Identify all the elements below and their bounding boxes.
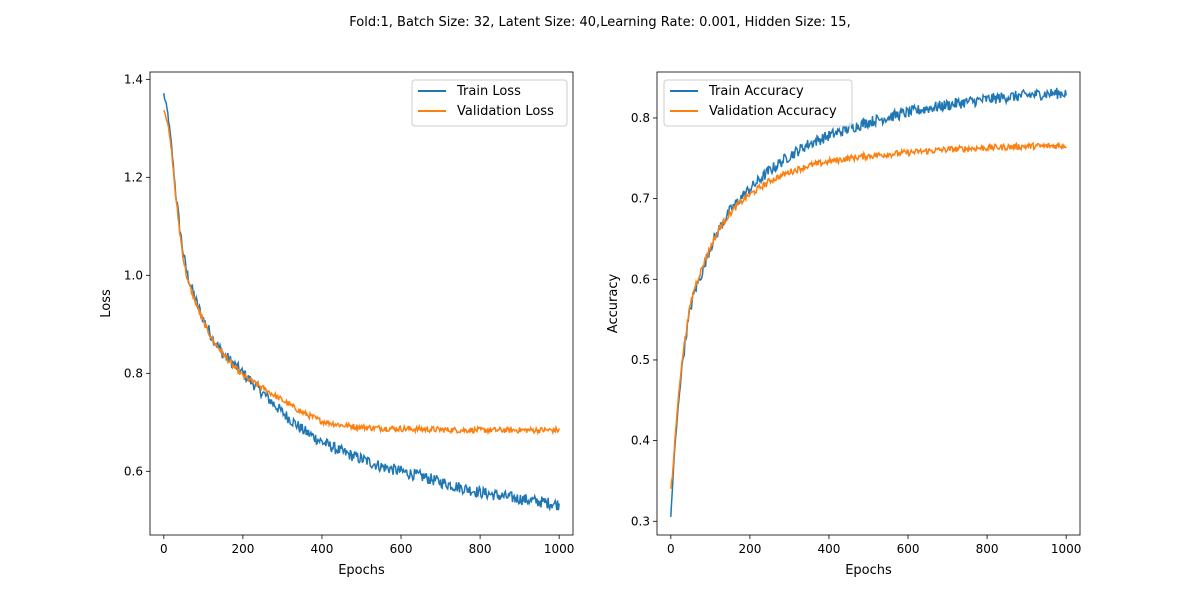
loss-x-tick-label: 800: [469, 542, 492, 556]
accuracy-y-tick-label: 0.5: [631, 353, 650, 367]
loss-x-tick-label: 400: [311, 542, 334, 556]
accuracy-legend-label: Validation Accuracy: [709, 104, 837, 119]
accuracy-x-tick-label: 0: [667, 542, 675, 556]
loss-y-axis-label: Loss: [99, 289, 114, 318]
loss-x-axis-label: Epochs: [338, 563, 385, 578]
accuracy-plot: 0 200 400 600 800 1000 0.3 0.4 0.5 0.6 0.7 0.8 Epoch…: [606, 71, 1082, 578]
accuracy-y-tick-label: 0.4: [631, 434, 650, 448]
loss-x-tick-label: 1000: [544, 542, 575, 556]
loss-plot: 0 200 400 600 800 1000 0.6 0.8 1.0 1.2 1.4 Epochs Lo…: [99, 71, 575, 578]
accuracy-series-validation-accuracy: [670, 141, 1067, 489]
accuracy-y-tick-label: 0.8: [631, 111, 650, 125]
loss-axes-frame: [149, 71, 574, 536]
accuracy-legend-label: Train Accuracy: [708, 84, 804, 99]
accuracy-axes-frame: [656, 71, 1081, 536]
accuracy-y-tick-label: 0.7: [631, 192, 650, 206]
loss-series-validation-loss: [163, 109, 560, 436]
accuracy-x-axis-label: Epochs: [845, 563, 892, 578]
loss-legend: Train Loss Validation Loss: [411, 79, 568, 127]
loss-legend-label: Validation Loss: [457, 104, 554, 119]
accuracy-y-axis-label: Accuracy: [606, 274, 621, 334]
accuracy-y-tick-label: 0.6: [631, 272, 650, 286]
loss-y-tick-label: 0.6: [124, 464, 143, 478]
accuracy-series-train-accuracy: [670, 87, 1067, 517]
accuracy-x-tick-label: 1000: [1051, 542, 1082, 556]
loss-legend-label: Train Loss: [456, 84, 521, 99]
accuracy-y-tick-label: 0.3: [631, 514, 650, 528]
loss-y-tick-label: 1.4: [124, 72, 143, 86]
accuracy-x-tick-label: 400: [818, 542, 841, 556]
accuracy-legend: Train Accuracy Validation Accuracy: [663, 79, 853, 127]
accuracy-x-tick-label: 600: [897, 542, 920, 556]
loss-legend-frame: [411, 79, 568, 127]
loss-x-tick-label: 200: [231, 542, 254, 556]
loss-series-train-loss: [163, 93, 560, 512]
loss-y-tick-label: 1.2: [124, 170, 143, 184]
loss-y-tick-label: 1.0: [124, 268, 143, 282]
loss-x-tick-label: 600: [390, 542, 413, 556]
accuracy-legend-frame: [663, 79, 853, 127]
figure-title: Fold:1, Batch Size: 32, Latent Size: 40,…: [349, 15, 850, 30]
loss-y-tick-label: 0.8: [124, 366, 143, 380]
accuracy-x-tick-label: 800: [976, 542, 999, 556]
accuracy-x-tick-label: 200: [738, 542, 761, 556]
loss-x-tick-label: 0: [160, 542, 168, 556]
